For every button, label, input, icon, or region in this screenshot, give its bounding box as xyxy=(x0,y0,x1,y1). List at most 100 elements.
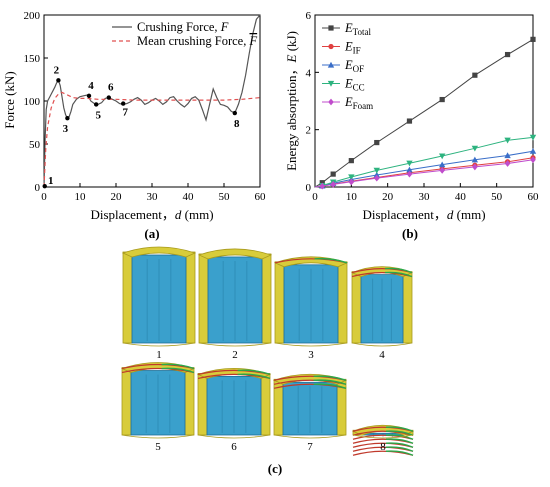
bottom-rim xyxy=(121,434,195,439)
annotation-point xyxy=(121,101,126,106)
panel-c-label: (c) xyxy=(268,461,282,476)
top-cap xyxy=(197,248,273,260)
bottom-rim xyxy=(352,434,414,439)
crushed-tube-stage xyxy=(273,256,349,347)
marker-square xyxy=(374,139,380,146)
chart-b-legend: ETotal EIF EOF ECC EFoam xyxy=(322,21,373,111)
x-tick-label: 0 xyxy=(41,191,47,203)
y-tick-label: 150 xyxy=(24,53,41,65)
marker-triangle-down xyxy=(529,134,537,141)
chart-a: 0 10 20 30 40 50 60 0 50 100 150 200 1 2 3 4 5 6 7 8 Crush… xyxy=(2,10,266,241)
crushed-tube-stage xyxy=(350,266,414,347)
annotation-label: 7 xyxy=(122,107,128,119)
marker-triangle-down xyxy=(327,80,335,87)
marker-square xyxy=(406,118,413,124)
marker-triangle-up xyxy=(471,156,479,163)
marker-triangle-up xyxy=(373,171,380,178)
annotation-point xyxy=(56,78,61,83)
marker-diamond xyxy=(330,181,336,188)
fold-line xyxy=(313,379,347,385)
chart-a-xlabel: Displacement，d (mm) xyxy=(90,207,213,222)
marker-diamond xyxy=(373,174,380,182)
y-tick-label: 200 xyxy=(24,10,41,22)
x-tick-label: 50 xyxy=(491,191,503,203)
stage-label: 3 xyxy=(308,349,314,361)
x-tick-label: 40 xyxy=(183,191,195,203)
marker-square xyxy=(348,158,354,164)
outer-skin xyxy=(274,261,285,344)
marker-triangle-down xyxy=(373,167,380,174)
marker-triangle-up xyxy=(529,147,537,154)
top-cap xyxy=(121,246,197,258)
annotation-label: 3 xyxy=(63,123,69,135)
x-tick-label: 20 xyxy=(111,191,123,203)
fold-line xyxy=(385,442,414,448)
fold-line xyxy=(385,434,414,440)
crushed-tube-stage xyxy=(351,424,415,456)
marker-diamond xyxy=(504,160,511,167)
outer-skin xyxy=(260,372,271,436)
y-tick-label: 0 xyxy=(35,182,41,194)
chart-b-panel-label: (b) xyxy=(402,226,418,241)
x-tick-label: 60 xyxy=(528,191,540,203)
series-line-mean-crushing-force xyxy=(43,91,261,188)
x-tick-label: 40 xyxy=(455,191,467,203)
annotation-point xyxy=(94,102,99,107)
series-line-total xyxy=(314,38,534,188)
marker-triangle-down xyxy=(504,137,511,144)
legend-label: EFoam xyxy=(344,95,373,111)
marker-triangle-down xyxy=(348,174,355,181)
outer-skin xyxy=(197,372,208,436)
bottom-rim xyxy=(273,434,347,439)
bottom-rim xyxy=(122,342,196,347)
marker-triangle-up xyxy=(406,166,413,173)
outer-skin xyxy=(185,251,196,344)
outer-skin xyxy=(261,253,272,344)
chart-b-ticks: 0 10 20 30 40 50 60 0 2 4 6 xyxy=(306,10,540,203)
fold-line xyxy=(385,450,414,456)
marker-triangle-up xyxy=(504,152,511,159)
chart-b-ylabel: Energy absorption，E (kJ) xyxy=(284,31,299,171)
crushed-tube-stage xyxy=(272,373,348,439)
chart-b-xlabel: Displacement，d (mm) xyxy=(362,207,485,222)
fold-line xyxy=(384,271,413,278)
x-tick-label: 60 xyxy=(255,191,267,203)
marker-diamond xyxy=(406,170,413,178)
annotation-point xyxy=(42,183,47,189)
fold-line xyxy=(161,363,195,370)
marker-square xyxy=(330,171,336,177)
crushed-tube-stage xyxy=(120,362,196,439)
stage-label: 8 xyxy=(380,441,386,453)
annotation-label: 8 xyxy=(234,118,240,130)
fold-line xyxy=(313,375,347,381)
legend-label: Mean crushing Force, F xyxy=(137,34,257,48)
y-tick-label: 2 xyxy=(306,125,312,137)
marker-square xyxy=(328,25,334,31)
x-tick-label: 50 xyxy=(219,191,231,203)
x-tick-label: 30 xyxy=(419,191,431,203)
series-line-crushing-force xyxy=(43,14,261,188)
outer-skin xyxy=(351,271,362,344)
outer-skin xyxy=(402,271,413,344)
fold-line xyxy=(237,369,271,376)
outer-skin xyxy=(121,367,132,436)
annotation-label: 6 xyxy=(108,82,114,94)
legend-label: ETotal xyxy=(344,21,372,37)
annotation-label: 4 xyxy=(88,80,94,92)
annotation-label: 2 xyxy=(54,64,60,76)
annotation-point xyxy=(106,95,112,100)
marker-triangle-up xyxy=(327,61,335,68)
outer-skin xyxy=(337,261,348,344)
outer-skin xyxy=(122,251,133,344)
legend-label: EOF xyxy=(344,58,364,74)
legend-label: Crushing Force, F xyxy=(137,20,229,34)
marker-diamond xyxy=(530,156,536,164)
stage-label: 1 xyxy=(156,349,162,361)
annotation-point xyxy=(232,110,237,116)
stage-label: 5 xyxy=(155,441,161,453)
bottom-rim xyxy=(198,342,272,347)
annotation-point xyxy=(86,93,92,99)
chart-a-series xyxy=(43,14,261,188)
y-tick-label: 0 xyxy=(306,182,312,194)
